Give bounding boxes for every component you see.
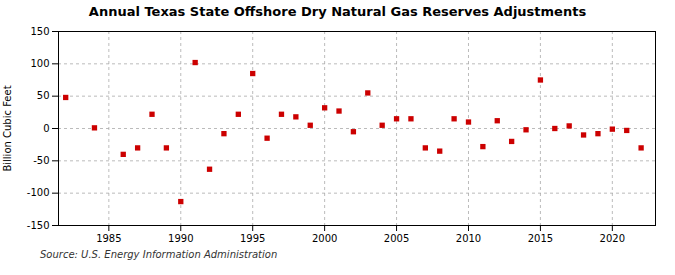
svg-text:1995: 1995: [240, 233, 265, 244]
svg-text:1985: 1985: [96, 233, 121, 244]
svg-text:50: 50: [37, 90, 50, 101]
svg-text:2010: 2010: [456, 233, 481, 244]
svg-text:Billion Cubic Feet: Billion Cubic Feet: [2, 85, 13, 171]
svg-text:2005: 2005: [384, 233, 409, 244]
svg-text:2015: 2015: [528, 233, 553, 244]
svg-text:1990: 1990: [168, 233, 193, 244]
svg-text:150: 150: [30, 26, 49, 37]
svg-text:-150: -150: [27, 220, 50, 231]
html-text:Source: U.S. Energy Informatio: Source: U.S. Energy Information Administ…: [40, 249, 278, 260]
svg-text:100: 100: [30, 58, 49, 69]
svg-text:2020: 2020: [600, 233, 625, 244]
html-text:Annual Texas State Offshore Dr: Annual Texas State Offshore Dry Natural …: [88, 4, 587, 19]
svg-text:-50: -50: [33, 155, 49, 166]
svg-text:2000: 2000: [312, 233, 337, 244]
svg-text:-100: -100: [27, 187, 50, 198]
svg-text:0: 0: [43, 123, 49, 134]
